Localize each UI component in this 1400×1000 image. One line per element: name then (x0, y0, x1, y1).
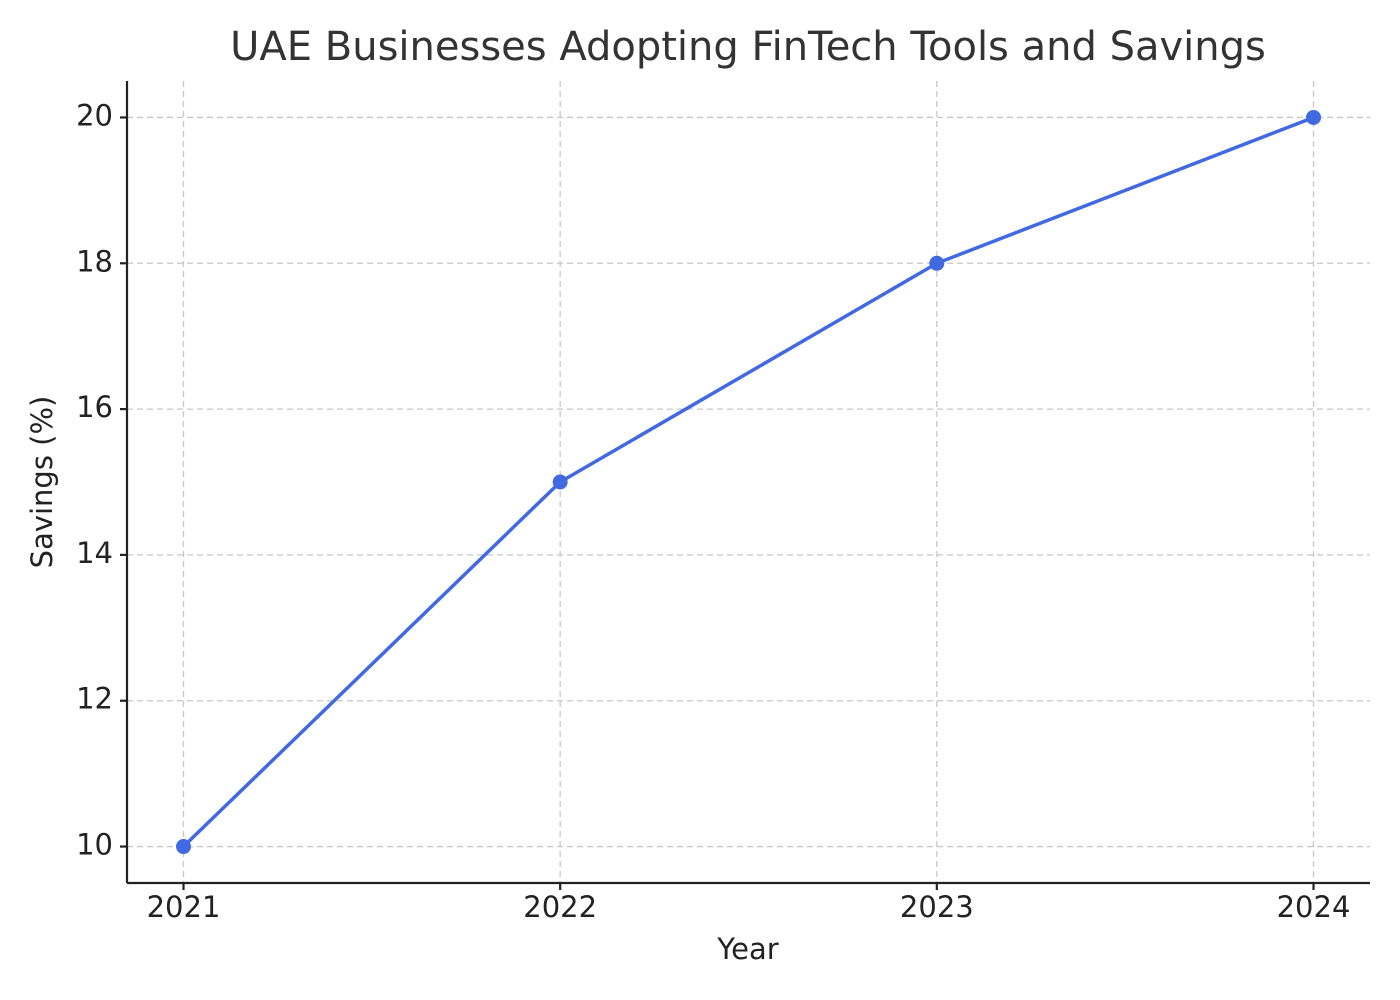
chart-title: UAE Businesses Adopting FinTech Tools an… (230, 24, 1266, 70)
x-tick-label: 2022 (523, 890, 597, 924)
y-tick-label: 10 (76, 828, 113, 862)
x-axis-label: Year (716, 932, 778, 966)
y-tick-label: 18 (76, 244, 113, 278)
point (552, 474, 568, 490)
point (176, 839, 191, 855)
x-tick-label: 2021 (147, 890, 221, 924)
y-axis-label: Savings (%) (25, 396, 59, 569)
point (1306, 109, 1321, 125)
y-tick-label: 16 (76, 390, 113, 424)
x-tick-label: 2024 (1277, 890, 1351, 924)
line (182, 115, 1315, 848)
y-tick-label: 12 (76, 682, 113, 716)
y-tick-label: 14 (76, 536, 113, 570)
point (929, 255, 945, 271)
x-tick-label: 2023 (900, 890, 974, 924)
y-tick-label: 20 (76, 98, 113, 132)
